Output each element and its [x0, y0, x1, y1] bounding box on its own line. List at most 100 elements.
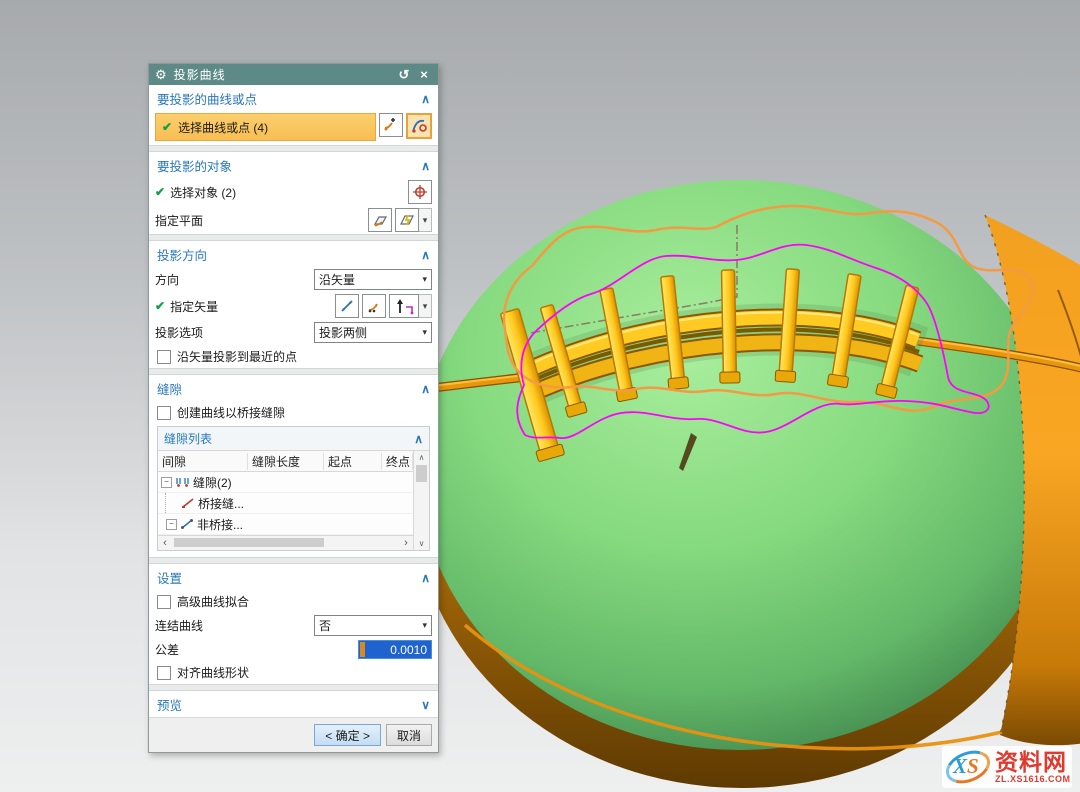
two-point-vector-icon	[341, 300, 353, 312]
scrollbar-thumb[interactable]	[174, 538, 324, 547]
chevron-down-icon: ▾	[422, 327, 427, 337]
vertical-scrollbar[interactable]: ∧ ∨	[413, 451, 429, 550]
select-object-label: 选择对象 (2)	[170, 185, 237, 200]
bottom-seam	[463, 623, 1003, 751]
section-gap-header[interactable]: 缝隙 ∧	[149, 375, 438, 401]
plane-select-button[interactable]	[368, 208, 392, 232]
column-start: 起点	[324, 452, 382, 470]
lacing-cross-bars	[540, 268, 920, 418]
check-icon: ✔	[155, 185, 166, 199]
tree-collapse-icon[interactable]: −	[166, 518, 177, 530]
direction-value: 沿矢量	[319, 273, 356, 287]
up-arrow-vector-icon	[397, 299, 414, 315]
section-settings-header[interactable]: 设置 ∧	[149, 564, 438, 590]
direction-dropdown[interactable]: 沿矢量 ▾	[314, 269, 432, 290]
gear-icon: ⚙	[155, 66, 167, 82]
vector-direction-button[interactable]	[389, 294, 419, 318]
section-settings-label: 设置	[157, 572, 183, 586]
projected-curve-orange[interactable]	[502, 204, 1035, 412]
scroll-down-icon[interactable]: ∨	[418, 539, 425, 548]
section-objects-header[interactable]: 要投影的对象 ∧	[149, 152, 438, 178]
boundary-dashed-curve	[984, 214, 1025, 736]
plane-flash-icon	[400, 214, 414, 226]
direction-label: 方向	[155, 273, 180, 287]
chevron-up-icon[interactable]: ∧	[414, 431, 423, 446]
plane-dialog-button[interactable]	[395, 208, 419, 232]
watermark-site-url: ZL.XS1616.COM	[995, 773, 1071, 784]
section-curves-header[interactable]: 要投影的曲线或点 ∧	[149, 85, 438, 111]
vector-options-dropdown[interactable]: ▾	[419, 294, 432, 318]
horizontal-scrollbar[interactable]: ‹ ›	[158, 535, 413, 550]
bridge-gaps-label: 创建曲线以桥接缝隙	[177, 406, 286, 420]
nonbridge-row-label: 非桥接...	[197, 517, 244, 532]
gap-row-nonbridge[interactable]: − 非桥接...	[158, 514, 413, 535]
chevron-down-icon: ▾	[422, 620, 427, 630]
gap-row-label: 缝隙(2)	[193, 475, 232, 490]
dialog-titlebar[interactable]: ⚙ 投影曲线 ↺ ×	[149, 64, 438, 85]
gap-row-parent[interactable]: − 缝隙(2)	[158, 472, 413, 493]
gap-group-icon	[175, 476, 190, 488]
join-curves-label: 连结曲线	[155, 619, 204, 633]
scroll-right-icon[interactable]: ›	[404, 537, 408, 549]
reset-button[interactable]: ↺	[398, 66, 410, 82]
chevron-up-icon[interactable]: ∧	[421, 91, 430, 106]
vector-inferred-button[interactable]	[335, 294, 359, 318]
project-to-nearest-checkbox[interactable]	[157, 349, 171, 364]
chevron-up-icon[interactable]: ∧	[421, 381, 430, 396]
bridge-gap-icon	[181, 497, 195, 509]
join-curves-dropdown[interactable]: 否 ▾	[314, 615, 432, 636]
projection-option-value: 投影两侧	[319, 326, 368, 340]
dialog-footer: < 确定 > 取消	[149, 717, 438, 752]
chevron-down-icon: ▾	[422, 274, 427, 284]
projection-option-dropdown[interactable]: 投影两侧 ▾	[314, 322, 432, 343]
gap-table-header: 间隙 缝隙长度 起点 终点	[158, 451, 413, 472]
cancel-button[interactable]: 取消	[385, 724, 432, 746]
watermark: XS 资料网 ZL.XS1616.COM	[941, 744, 1072, 790]
project-to-nearest-label: 沿矢量投影到最近的点	[177, 350, 298, 364]
section-gap-label: 缝隙	[157, 383, 183, 397]
watermark-site-name: 资料网	[995, 748, 1067, 775]
tolerance-value: 0.0010	[390, 642, 427, 657]
plane-options-dropdown[interactable]: ▾	[419, 208, 432, 232]
section-objects-label: 要投影的对象	[157, 160, 233, 174]
chevron-up-icon[interactable]: ∧	[421, 570, 430, 585]
chevron-up-icon[interactable]: ∧	[421, 158, 430, 173]
projected-curve-magenta[interactable]	[516, 243, 990, 439]
select-curve-label: 选择曲线或点 (4)	[178, 120, 269, 135]
scroll-left-icon[interactable]: ‹	[163, 537, 167, 549]
section-preview-header[interactable]: 预览 ∨	[149, 691, 438, 717]
chevron-up-icon[interactable]: ∧	[421, 247, 430, 262]
divider	[149, 368, 438, 375]
tree-collapse-icon[interactable]: −	[161, 476, 172, 488]
chevron-down-icon[interactable]: ∨	[421, 697, 430, 712]
gap-row-bridge[interactable]: 桥接缝...	[158, 493, 413, 514]
tolerance-input[interactable]: 0.0010	[358, 640, 432, 659]
gap-list-panel: 缝隙列表 ∧ 间隙 缝隙长度 起点 终点 − 缝隙(2)	[157, 426, 430, 551]
scrollbar-thumb[interactable]	[416, 465, 427, 482]
ball-green-panel	[418, 180, 1062, 750]
watermark-logo-icon: XS	[941, 744, 995, 790]
divider	[149, 684, 438, 691]
curve-rule-button[interactable]	[406, 113, 432, 139]
gap-list-label: 缝隙列表	[164, 432, 213, 446]
section-direction-label: 投影方向	[157, 249, 208, 263]
close-button[interactable]: ×	[420, 67, 428, 82]
vector-dialog-button[interactable]	[362, 294, 386, 318]
dialog-title: 投影曲线	[173, 68, 226, 82]
select-curve-or-point-row[interactable]: ✔ 选择曲线或点 (4)	[155, 113, 376, 141]
bridge-gaps-checkbox[interactable]	[157, 405, 171, 420]
text-caret	[360, 642, 365, 657]
curve-rule-icon	[412, 119, 427, 133]
gap-list-header[interactable]: 缝隙列表 ∧	[158, 427, 429, 450]
lacing-end-plate	[500, 308, 565, 462]
align-curve-shape-checkbox[interactable]	[157, 665, 171, 680]
add-new-set-button[interactable]	[379, 113, 403, 137]
scroll-up-icon[interactable]: ∧	[418, 453, 425, 462]
advanced-fit-checkbox[interactable]	[157, 594, 171, 609]
select-object-button[interactable]	[408, 180, 432, 204]
section-direction-header[interactable]: 投影方向 ∧	[149, 241, 438, 267]
divider	[149, 145, 438, 152]
ok-button[interactable]: < 确定 >	[314, 724, 381, 746]
